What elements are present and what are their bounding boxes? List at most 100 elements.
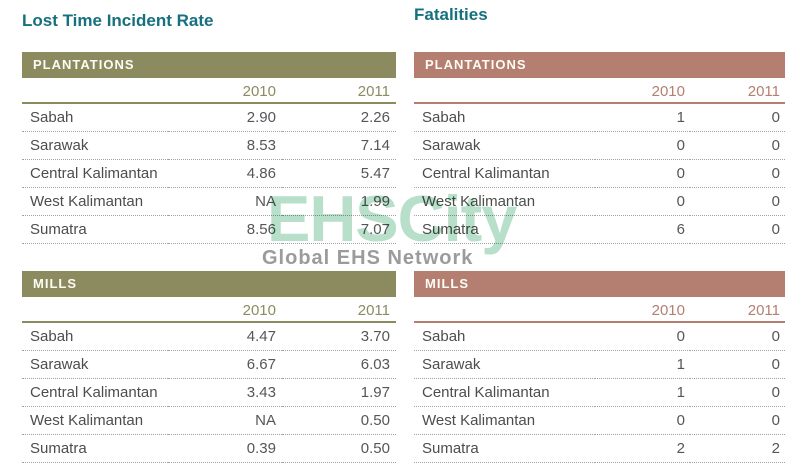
value-cell-2011: 5.47	[282, 159, 396, 188]
year-column-header-2010: 2010	[595, 297, 690, 323]
fatalities-plantations-table: 2010 2011 Sabah 1 0 Sarawak 0 0 Central Kalima…	[414, 78, 785, 244]
section-header-plantations: PLANTATIONS	[22, 52, 396, 78]
region-cell: Sarawak	[414, 350, 595, 379]
region-cell: Sabah	[22, 322, 168, 351]
lti-mills-table: 2010 2011 Sabah 4.47 3.70 Sarawak 6.67 6.03 Ce…	[22, 297, 396, 463]
table-row: Sabah 4.47 3.70	[22, 322, 396, 351]
table-row: Sumatra 6 0	[414, 215, 785, 244]
table-row: Sumatra 0.39 0.50	[22, 434, 396, 463]
column-header-row: 2010 2011	[22, 297, 396, 323]
value-cell-2011: 0	[690, 131, 785, 160]
value-cell-2011: 2	[690, 434, 785, 463]
page-title-lost-time-incident-rate: Lost Time Incident Rate	[22, 11, 214, 30]
value-cell-2011: 0.50	[282, 406, 396, 435]
region-cell: Sumatra	[22, 434, 168, 463]
value-cell-2011: 7.07	[282, 215, 396, 244]
table-row: Sarawak 1 0	[414, 350, 785, 379]
region-cell: Sarawak	[22, 131, 168, 160]
table-row: West Kalimantan NA 1.99	[22, 187, 396, 216]
region-cell: Sarawak	[414, 131, 595, 160]
value-cell-2010: 0	[595, 131, 690, 160]
year-column-header-2011: 2011	[282, 78, 396, 104]
section-header-mills: MILLS	[22, 271, 396, 297]
fatalities-mills-table: 2010 2011 Sabah 0 0 Sarawak 1 0 Central Kalima…	[414, 297, 785, 463]
table-row: West Kalimantan 0 0	[414, 187, 785, 216]
region-cell: Central Kalimantan	[22, 378, 168, 407]
year-column-header-2011: 2011	[690, 78, 785, 104]
value-cell-2010: 2.90	[168, 103, 282, 132]
region-cell: Sumatra	[22, 215, 168, 244]
fatalities-panel: Fatalities PLANTATIONS 2010 2011 Sabah 1 0…	[414, 0, 785, 463]
region-cell: Sabah	[414, 103, 595, 132]
value-cell-2010: 0.39	[168, 434, 282, 463]
value-cell-2010: 1	[595, 378, 690, 407]
value-cell-2011: 3.70	[282, 322, 396, 351]
value-cell-2010: 1	[595, 350, 690, 379]
value-cell-2010: 8.53	[168, 131, 282, 160]
table-row: Sabah 1 0	[414, 103, 785, 132]
year-column-header-2010: 2010	[168, 297, 282, 323]
table-row: Sabah 0 0	[414, 322, 785, 351]
region-cell: Sumatra	[414, 434, 595, 463]
year-column-header-2010: 2010	[168, 78, 282, 104]
region-cell: West Kalimantan	[414, 187, 595, 216]
value-cell-2011: 0	[690, 159, 785, 188]
value-cell-2010: 2	[595, 434, 690, 463]
value-cell-2011: 0	[690, 187, 785, 216]
lost-time-incident-rate-panel: Lost Time Incident Rate PLANTATIONS 2010…	[22, 0, 396, 463]
value-cell-2011: 0	[690, 103, 785, 132]
lti-mills-table-block: MILLS 2010 2011 Sabah 4.47 3.70 Sarawak 6.67…	[22, 271, 396, 463]
value-cell-2011: 0.50	[282, 434, 396, 463]
page-title-fatalities: Fatalities	[414, 5, 488, 24]
region-column-header	[22, 297, 168, 323]
table-row: Sabah 2.90 2.26	[22, 103, 396, 132]
value-cell-2010: 6.67	[168, 350, 282, 379]
region-cell: Sabah	[22, 103, 168, 132]
fatalities-mills-table-block: MILLS 2010 2011 Sabah 0 0 Sarawak 1 0 Central …	[414, 271, 785, 463]
value-cell-2011: 0	[690, 378, 785, 407]
value-cell-2010: NA	[168, 406, 282, 435]
value-cell-2011: 7.14	[282, 131, 396, 160]
region-cell: Sumatra	[414, 215, 595, 244]
value-cell-2010: 8.56	[168, 215, 282, 244]
value-cell-2010: 1	[595, 103, 690, 132]
region-cell: Central Kalimantan	[414, 159, 595, 188]
value-cell-2011: 6.03	[282, 350, 396, 379]
value-cell-2011: 0	[690, 350, 785, 379]
table-row: Sumatra 2 2	[414, 434, 785, 463]
region-cell: Sarawak	[22, 350, 168, 379]
table-row: Sarawak 0 0	[414, 131, 785, 160]
table-row: Sumatra 8.56 7.07	[22, 215, 396, 244]
fatalities-plantations-table-block: PLANTATIONS 2010 2011 Sabah 1 0 Sarawak 0 0 Ce…	[414, 52, 785, 244]
year-column-header-2011: 2011	[282, 297, 396, 323]
value-cell-2010: 0	[595, 159, 690, 188]
table-row: Central Kalimantan 4.86 5.47	[22, 159, 396, 188]
column-header-row: 2010 2011	[414, 78, 785, 104]
region-column-header	[414, 297, 595, 323]
table-row: Central Kalimantan 1 0	[414, 378, 785, 407]
value-cell-2010: 0	[595, 187, 690, 216]
table-row: Central Kalimantan 0 0	[414, 159, 785, 188]
region-cell: Central Kalimantan	[414, 378, 595, 407]
value-cell-2011: 1.99	[282, 187, 396, 216]
value-cell-2010: 0	[595, 322, 690, 351]
section-header-plantations: PLANTATIONS	[414, 52, 785, 78]
table-row: Central Kalimantan 3.43 1.97	[22, 378, 396, 407]
table-row: West Kalimantan 0 0	[414, 406, 785, 435]
lti-plantations-table-block: PLANTATIONS 2010 2011 Sabah 2.90 2.26 Saraw…	[22, 52, 396, 244]
column-header-row: 2010 2011	[22, 78, 396, 104]
value-cell-2010: 0	[595, 406, 690, 435]
value-cell-2011: 0	[690, 215, 785, 244]
region-cell: West Kalimantan	[22, 187, 168, 216]
value-cell-2010: NA	[168, 187, 282, 216]
value-cell-2010: 4.86	[168, 159, 282, 188]
column-header-row: 2010 2011	[414, 297, 785, 323]
value-cell-2010: 3.43	[168, 378, 282, 407]
table-row: Sarawak 6.67 6.03	[22, 350, 396, 379]
table-row: Sarawak 8.53 7.14	[22, 131, 396, 160]
region-cell: Central Kalimantan	[22, 159, 168, 188]
value-cell-2011: 0	[690, 406, 785, 435]
region-column-header	[22, 78, 168, 104]
value-cell-2011: 2.26	[282, 103, 396, 132]
year-column-header-2011: 2011	[690, 297, 785, 323]
